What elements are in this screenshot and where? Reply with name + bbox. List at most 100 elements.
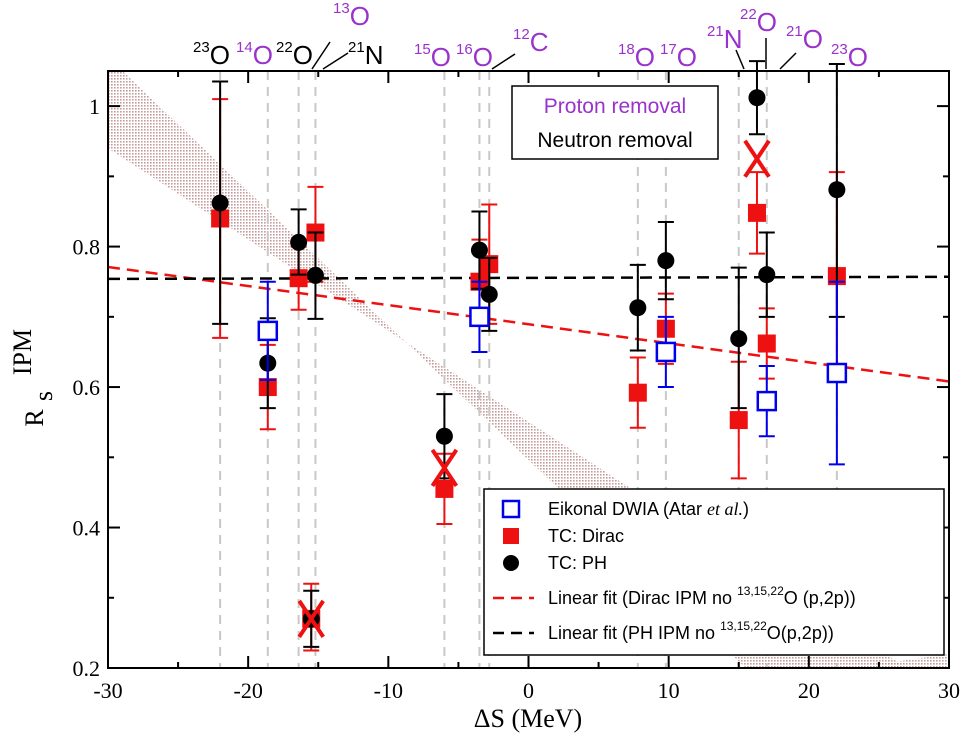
data-point-open-square (756, 364, 778, 438)
y-tick-label: 0.2 (73, 656, 101, 681)
annotation-neutron-removal: Neutron removal (537, 129, 692, 152)
marker-open-square (756, 390, 778, 412)
marker-filled-circle (435, 427, 453, 445)
data-points (211, 60, 848, 652)
y-tick-label: 0.8 (73, 235, 101, 260)
y-axis-title-main: R (20, 409, 49, 427)
svg-text:s: s (29, 391, 58, 401)
x-tick-label: 20 (798, 678, 820, 703)
nucleus-leader-line (491, 53, 516, 70)
nucleus-label: 14O (236, 39, 273, 70)
annotation-proton-removal: Proton removal (544, 95, 686, 118)
marker-filled-circle (470, 241, 488, 259)
data-point-filled-circle (480, 256, 498, 332)
data-point-filled-circle (290, 208, 308, 276)
legend-marker-filled-square (503, 528, 519, 544)
marker-filled-circle (211, 194, 229, 212)
y-axis-title-sub: s (29, 391, 58, 401)
nucleus-label: 17O (660, 41, 697, 72)
data-point-filled-circle (306, 231, 324, 320)
x-tick-label: -20 (234, 678, 263, 703)
nucleus-label: 22O (740, 6, 777, 37)
legend-entry: Eikonal DWIA (Atar et al.) (501, 499, 749, 519)
excluded-x-marker (743, 139, 771, 178)
y-tick-label: 1 (89, 94, 100, 119)
plot-band-layer (108, 71, 949, 668)
marker-open-square (826, 362, 848, 384)
marker-filled-circle (758, 266, 776, 284)
svg-text:R: R (20, 409, 49, 427)
svg-text:IPM: IPM (8, 329, 37, 375)
marker-filled-circle (657, 252, 675, 270)
legend-label: TC: PH (548, 553, 607, 573)
y-axis-title: R s IPM (8, 329, 58, 427)
marker-open-square (469, 306, 490, 328)
x-tick-label: -10 (374, 678, 403, 703)
x-stroke-2 (297, 599, 325, 638)
excluded-x-marker (297, 599, 325, 638)
legend-label: Linear fit (PH IPM no 13,15,22O(p,2p)) (548, 619, 834, 643)
x-tick-label: 0 (523, 678, 534, 703)
data-point-filled-circle (657, 221, 675, 301)
fit-line-ph (108, 275, 949, 281)
marker-open-square (257, 320, 279, 342)
legend-label: Linear fit (Dirac IPM no 13,15,22O (p,2p… (548, 584, 856, 608)
x-tick-label: 30 (938, 678, 960, 703)
legend-entry: Linear fit (Dirac IPM no 13,15,22O (p,2p… (493, 584, 856, 608)
data-point-filled-square (747, 171, 766, 255)
marker-filled-square (757, 334, 776, 353)
excluded-x-marker (430, 448, 459, 487)
legend-marker-open-square (501, 499, 521, 519)
marker-filled-square (435, 479, 454, 498)
uncertainty-band-corner (850, 654, 949, 668)
data-point-open-square (257, 280, 279, 382)
y-tick-label: 0.6 (73, 375, 101, 400)
marker-filled-square (747, 203, 766, 222)
x-stroke-2 (743, 139, 771, 178)
nucleus-label: 23O (831, 41, 868, 72)
data-point-filled-circle (629, 263, 647, 352)
nucleus-leader-line (779, 52, 797, 70)
data-point-open-square (826, 280, 848, 466)
data-point-filled-circle (758, 231, 776, 318)
nucleus-label: 22O (276, 39, 313, 70)
legend-label: TC: Dirac (548, 526, 624, 546)
x-tick-label: -30 (93, 678, 122, 703)
data-point-filled-circle (211, 80, 229, 325)
data-point-filled-circle (748, 60, 766, 136)
nucleus-leader-line (322, 52, 349, 70)
data-point-open-square (655, 315, 677, 389)
nucleus-leader-line (735, 49, 745, 70)
fit-lines (108, 265, 949, 383)
legend-label: Eikonal DWIA (Atar et al.) (548, 499, 749, 519)
legend-entry: Linear fit (PH IPM no 13,15,22O(p,2p)) (493, 619, 834, 643)
nucleus-label: 23O (193, 39, 230, 70)
marker-filled-circle (629, 299, 647, 317)
axis-ticks: -30 -20 -10 0 10 20 30 0.2 0.4 0.6 0.8 1 (73, 71, 960, 703)
marker-filled-circle (748, 89, 766, 107)
annotation-box: Proton removal Neutron removal (511, 85, 719, 160)
x-tick-label: 10 (658, 678, 680, 703)
nucleus-label: 21N (707, 23, 742, 54)
data-point-filled-square (628, 356, 647, 429)
legend-marker-filled-circle (503, 555, 519, 571)
x-axis-title: ΔS (MeV) (474, 704, 582, 733)
marker-filled-circle (828, 181, 846, 199)
data-point-filled-circle (470, 210, 488, 290)
nucleus-label: 21N (348, 39, 383, 70)
nucleus-label: 15O (414, 41, 451, 72)
legend-entry: TC: PH (503, 553, 607, 573)
y-tick-label: 0.4 (73, 516, 101, 541)
x-stroke-2 (430, 448, 459, 487)
legend: Eikonal DWIA (Atar et al.) TC: Dirac TC: P… (483, 488, 945, 656)
marker-filled-square (628, 383, 647, 402)
nucleus-leader-line (311, 41, 331, 70)
nucleus-label: 21O (786, 23, 823, 54)
nucleus-label: 13O (333, 0, 370, 31)
legend-entry: TC: Dirac (503, 526, 624, 546)
nucleus-label: 18O (618, 41, 655, 72)
marker-filled-circle (306, 266, 324, 284)
marker-filled-circle (730, 330, 748, 348)
legend-box (483, 488, 945, 656)
